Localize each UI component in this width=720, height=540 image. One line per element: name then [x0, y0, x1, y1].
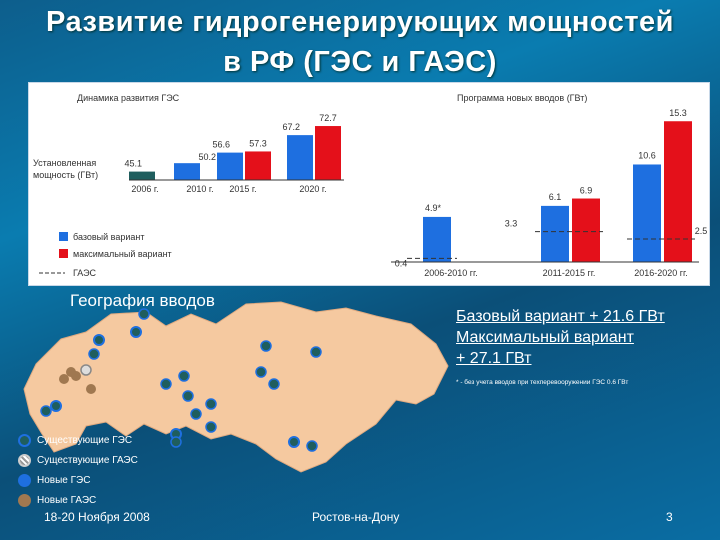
max-bar-value: 57.3: [249, 138, 267, 148]
russia-map: [16, 294, 456, 514]
map-svg: [23, 301, 449, 473]
map-legend-item: Новые ГЭС: [18, 470, 138, 490]
new-hpp-marker: [138, 308, 150, 320]
map-legend-item: Существующие ГЭС: [18, 430, 138, 450]
variant-max-label: Максимальный вариант: [456, 329, 634, 346]
left-chart-ylabel-2: мощность (ГВт): [33, 170, 98, 180]
new-hpp-marker: [170, 436, 182, 448]
variant-max-value: + 27.1 ГВт: [456, 350, 532, 367]
footer-page-number: 3: [666, 510, 673, 524]
existing-hpp-marker: [93, 334, 105, 346]
page-title-line-2: в РФ (ГЭС и ГАЭС): [223, 46, 497, 78]
existing-pshpp-marker: [80, 364, 92, 376]
gaes-value: 0.4: [395, 258, 408, 268]
x-tick-label: 2011-2015 гг.: [543, 268, 596, 278]
new-hpp-marker: [178, 370, 190, 382]
existing-hpp-marker: [50, 400, 62, 412]
base-bar: [174, 163, 200, 180]
new-hpp-marker: [160, 378, 172, 390]
x-tick-label: 2010 г.: [186, 184, 213, 194]
base-bar: [423, 216, 451, 262]
max-bar-value: 6.9: [580, 186, 593, 196]
charts-panel: Динамика развития ГЭС Установленная мощн…: [28, 82, 710, 286]
map-legend-label: Существующие ГЭС: [37, 434, 133, 446]
base-bar-value: 4.9*: [425, 203, 442, 213]
base-bar: [129, 171, 155, 180]
base-bar: [633, 164, 661, 262]
max-bar-value: 15.3: [669, 108, 687, 118]
new-hpp-icon: [18, 473, 31, 487]
gaes-value: 2.5: [695, 226, 708, 236]
base-bar: [541, 205, 569, 262]
base-bar-value: 56.6: [212, 140, 230, 150]
geography-heading: География вводов: [70, 291, 215, 310]
x-tick-label: 2006-2010 гг.: [424, 268, 478, 278]
legend-max-swatch: [59, 249, 68, 258]
new-hpp-marker: [205, 398, 217, 410]
variant-base: Базовый вариант + 21.6 ГВт: [456, 308, 665, 325]
existing-hpp-marker: [288, 436, 300, 448]
new-hpp-marker: [40, 405, 52, 417]
base-bar-value: 50.2: [198, 152, 216, 162]
new-hpp-marker: [88, 348, 100, 360]
x-tick-label: 2006 г.: [131, 184, 158, 194]
existing-pshpp-icon: [18, 453, 31, 467]
new-pshpp-marker: [86, 384, 96, 394]
base-bar: [287, 135, 313, 180]
legend-max-label: максимальный вариант: [73, 249, 172, 259]
max-bar: [315, 126, 341, 180]
existing-hpp-icon: [18, 433, 31, 447]
new-pshpp-icon: [18, 493, 31, 507]
map-legend-label: Существующие ГАЭС: [37, 454, 138, 466]
new-hpp-marker: [268, 378, 280, 390]
map-legend-label: Новые ГЭС: [37, 474, 91, 486]
map-legend-item: Новые ГАЭС: [18, 490, 138, 510]
new-hpp-marker: [260, 340, 272, 352]
map-legend: Существующие ГЭС Существующие ГАЭС Новые…: [18, 430, 138, 510]
footnote: * - без учета вводов при техперевооружен…: [456, 379, 629, 386]
new-hpp-marker: [306, 440, 318, 452]
map-legend-label: Новые ГАЭС: [37, 494, 97, 506]
max-bar-value: 72.7: [319, 113, 337, 123]
existing-hpp-marker: [130, 326, 142, 338]
x-tick-label: 2015 г.: [229, 184, 256, 194]
base-bar: [217, 152, 243, 180]
base-bar-value: 6.1: [549, 192, 562, 202]
charts-svg: Динамика развития ГЭС Установленная мощн…: [33, 93, 708, 278]
legend-gaes-label: ГАЭС: [73, 268, 97, 278]
right-chart-title: Программа новых вводов (ГВт): [457, 93, 587, 103]
footer-date: 18-20 Ноября 2008: [44, 510, 150, 524]
new-hpp-marker: [205, 421, 217, 433]
new-hpp-marker: [182, 390, 194, 402]
map-landmass: [23, 301, 449, 473]
base-bar-value: 67.2: [282, 122, 300, 132]
left-chart-ylabel-1: Установленная: [33, 158, 96, 168]
left-chart-title: Динамика развития ГЭС: [77, 93, 180, 103]
base-bar-value: 10.6: [638, 150, 656, 160]
x-tick-label: 2020 г.: [299, 184, 326, 194]
gaes-value: 3.3: [505, 219, 518, 229]
new-hpp-marker: [255, 366, 267, 378]
legend-base-swatch: [59, 232, 68, 241]
new-hpp-marker: [310, 346, 322, 358]
map-legend-item: Существующие ГАЭС: [18, 450, 138, 470]
new-pshpp-marker: [59, 374, 69, 384]
max-bar: [664, 121, 692, 262]
footer-place: Ростов-на-Дону: [312, 510, 400, 524]
new-pshpp-marker: [66, 367, 76, 377]
x-tick-label: 2016-2020 гг.: [634, 268, 688, 278]
base-bar-value: 45.1: [124, 159, 142, 169]
max-bar: [245, 151, 271, 180]
new-hpp-marker: [190, 408, 202, 420]
page-title-line-1: Развитие гидрогенерирующих мощностей: [46, 6, 674, 38]
legend-base-label: базовый вариант: [73, 232, 144, 242]
max-bar: [572, 198, 600, 262]
variants-block: Базовый вариант + 21.6 ГВт Максимальный …: [456, 306, 665, 369]
